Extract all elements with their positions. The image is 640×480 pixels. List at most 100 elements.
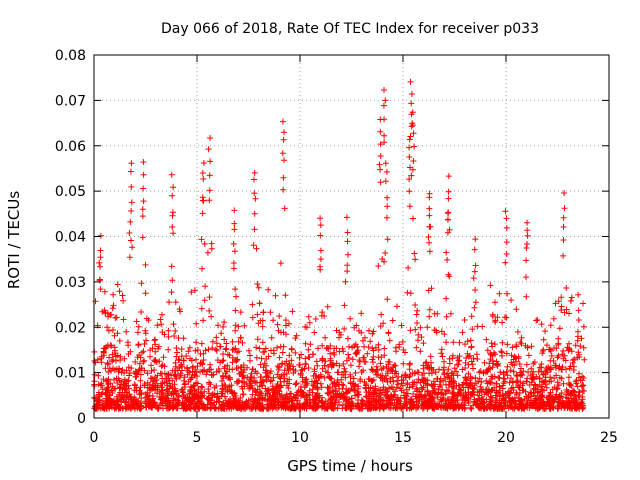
data-point	[114, 352, 121, 359]
data-point	[357, 378, 364, 384]
data-point	[285, 398, 292, 405]
data-point	[200, 357, 207, 363]
data-point	[152, 336, 158, 343]
data-point	[383, 214, 390, 221]
data-point	[377, 128, 384, 135]
data-point	[547, 322, 554, 329]
data-point	[200, 317, 207, 324]
data-point	[110, 397, 117, 404]
data-point	[508, 297, 515, 304]
data-point	[368, 399, 375, 406]
data-point	[293, 392, 300, 399]
data-point	[540, 398, 547, 405]
data-point	[223, 340, 230, 347]
data-point	[376, 161, 383, 168]
data-point	[445, 195, 452, 202]
data-point	[429, 382, 436, 389]
data-point	[534, 317, 541, 323]
data-point	[344, 397, 351, 404]
data-point	[446, 355, 453, 362]
data-point	[156, 388, 163, 395]
data-point	[105, 395, 112, 402]
data-point	[484, 380, 491, 387]
data-point	[221, 319, 228, 326]
data-point	[506, 390, 513, 397]
data-point	[140, 185, 147, 192]
data-point	[523, 257, 530, 264]
data-point	[121, 376, 128, 383]
data-point	[325, 385, 332, 392]
data-point	[577, 343, 584, 350]
data-point	[317, 256, 324, 263]
data-point	[409, 122, 416, 129]
data-point	[412, 256, 419, 263]
data-point	[580, 323, 587, 330]
data-point	[471, 268, 478, 275]
data-point	[311, 382, 317, 389]
data-point	[426, 306, 433, 313]
data-point	[347, 362, 354, 369]
data-point	[386, 385, 392, 392]
data-point	[495, 402, 502, 409]
data-point	[445, 271, 452, 278]
data-point	[376, 390, 382, 397]
data-point	[262, 369, 269, 376]
data-point	[501, 378, 508, 385]
data-point	[148, 367, 155, 374]
data-point	[152, 357, 159, 363]
data-point	[446, 273, 453, 280]
data-point	[105, 327, 112, 334]
data-point	[380, 384, 387, 391]
data-point	[507, 375, 514, 382]
data-point	[571, 402, 578, 409]
data-point	[257, 317, 264, 324]
data-point	[438, 398, 445, 405]
data-point	[380, 102, 387, 109]
data-point	[329, 387, 336, 394]
data-point	[560, 224, 567, 230]
data-point	[414, 388, 420, 395]
data-point	[166, 299, 172, 306]
y-axis-label: ROTI / TECUs	[5, 191, 23, 289]
data-point	[139, 206, 146, 213]
data-point	[240, 391, 247, 398]
data-point	[368, 366, 375, 373]
data-point	[253, 354, 260, 361]
data-point	[128, 160, 135, 167]
data-point	[413, 311, 420, 318]
data-point	[412, 326, 419, 333]
data-point	[515, 395, 522, 401]
data-point	[141, 357, 148, 364]
data-point	[563, 285, 570, 291]
data-point	[97, 263, 103, 270]
data-point	[110, 291, 117, 298]
data-point	[548, 366, 555, 373]
data-point	[114, 380, 121, 386]
data-point	[282, 317, 289, 324]
data-point	[310, 382, 317, 389]
data-point	[209, 390, 216, 397]
data-point	[283, 370, 290, 377]
data-point	[218, 378, 225, 384]
data-point	[169, 277, 176, 284]
data-point	[483, 367, 490, 374]
data-point	[256, 300, 263, 307]
data-point	[203, 371, 210, 378]
data-point	[383, 168, 390, 175]
data-point	[109, 327, 116, 333]
data-point	[96, 259, 103, 266]
data-point	[303, 324, 310, 331]
data-point	[336, 334, 342, 341]
data-point	[139, 234, 146, 241]
data-point	[486, 398, 493, 405]
data-point	[513, 306, 520, 313]
data-point	[201, 388, 208, 395]
data-point	[467, 352, 473, 359]
x-tick-label: 10	[291, 430, 309, 446]
data-point	[249, 391, 256, 398]
data-point	[239, 339, 246, 346]
data-point	[322, 398, 329, 405]
data-point	[578, 399, 585, 406]
data-point	[469, 391, 476, 398]
data-point	[382, 178, 389, 185]
